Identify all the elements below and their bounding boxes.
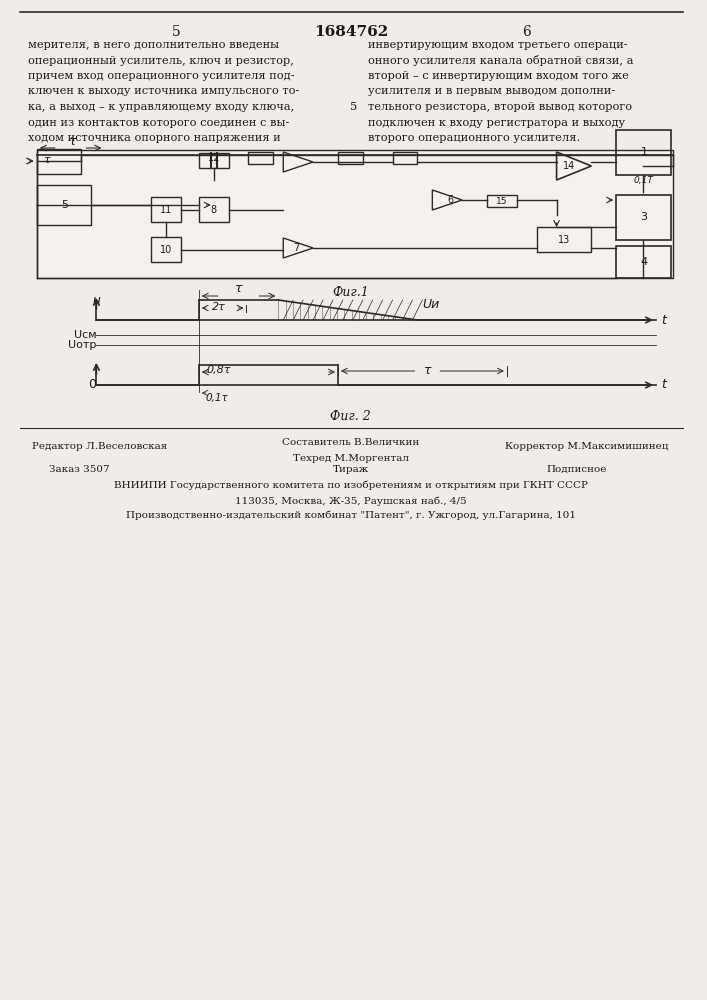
- Text: один из контактов которого соединен с вы-: один из контактов которого соединен с вы…: [28, 117, 289, 127]
- Polygon shape: [284, 152, 313, 172]
- Text: Uотр: Uотр: [68, 340, 96, 350]
- Text: 6: 6: [447, 195, 453, 205]
- Text: причем вход операционного усилителя под-: причем вход операционного усилителя под-: [28, 71, 294, 81]
- Text: 11: 11: [160, 205, 172, 215]
- Text: ка, а выход – к управляющему входу ключа,: ка, а выход – к управляющему входу ключа…: [28, 102, 294, 112]
- Text: 12: 12: [207, 153, 220, 163]
- Bar: [151, 237, 181, 262]
- Polygon shape: [433, 190, 462, 210]
- Text: τ: τ: [43, 155, 50, 165]
- Text: Uи: Uи: [422, 298, 440, 312]
- Text: Заказ 3507: Заказ 3507: [49, 465, 110, 474]
- Text: 2τ: 2τ: [211, 302, 226, 312]
- Bar: [617, 246, 671, 278]
- Text: 1: 1: [641, 147, 648, 157]
- Text: 5: 5: [61, 200, 68, 210]
- Bar: [199, 197, 228, 222]
- Text: Тираж: Тираж: [333, 465, 369, 474]
- Text: 7: 7: [293, 243, 299, 253]
- Text: 0: 0: [88, 378, 96, 391]
- Text: t: t: [661, 314, 666, 326]
- Text: Корректор М.Максимишинец: Корректор М.Максимишинец: [505, 442, 668, 451]
- Text: 1684762: 1684762: [314, 25, 388, 39]
- Text: операционный усилитель, ключ и резистор,: операционный усилитель, ключ и резистор,: [28, 55, 293, 66]
- Text: Редактор Л.Веселовская: Редактор Л.Веселовская: [32, 442, 167, 451]
- Text: 4: 4: [641, 257, 648, 267]
- Bar: [392, 152, 417, 164]
- Bar: [37, 149, 81, 174]
- Text: Подписное: Подписное: [547, 465, 607, 474]
- Bar: [487, 195, 517, 207]
- Text: Uсм: Uсм: [74, 330, 96, 340]
- Text: второй – с инвертирующим входом того же: второй – с инвертирующим входом того же: [368, 71, 629, 81]
- Text: второго операционного усилителя.: второго операционного усилителя.: [368, 133, 580, 143]
- Text: инвертирующим входом третьего операци-: инвертирующим входом третьего операци-: [368, 40, 627, 50]
- Bar: [617, 130, 671, 175]
- Text: 5: 5: [172, 25, 180, 39]
- Text: 0,8τ: 0,8τ: [206, 365, 231, 375]
- Text: 6: 6: [522, 25, 531, 39]
- Text: τ: τ: [235, 282, 243, 295]
- Text: 0,1Т: 0,1Т: [633, 176, 653, 184]
- Text: 8: 8: [211, 205, 217, 215]
- Text: усилителя и в первым выводом дополни-: усилителя и в первым выводом дополни-: [368, 87, 615, 97]
- Bar: [37, 185, 91, 225]
- Bar: [338, 152, 363, 164]
- Text: u: u: [93, 294, 100, 306]
- Text: подключен к входу регистратора и выходу: подключен к входу регистратора и выходу: [368, 117, 625, 127]
- Text: ВНИИПИ Государственного комитета по изобретениям и открытиям при ГКНТ СССР: ВНИИПИ Государственного комитета по изоб…: [114, 481, 588, 490]
- Text: тельного резистора, второй вывод которого: тельного резистора, второй вывод которог…: [368, 102, 632, 112]
- Text: 5: 5: [350, 102, 357, 112]
- Bar: [199, 153, 228, 168]
- Bar: [617, 195, 671, 240]
- Text: 13: 13: [559, 235, 571, 245]
- Polygon shape: [284, 238, 313, 258]
- Text: ходом источника опорного напряжения и: ходом источника опорного напряжения и: [28, 133, 281, 143]
- Text: τ: τ: [69, 135, 76, 148]
- Text: 113035, Москва, Ж-35, Раушская наб., 4/5: 113035, Москва, Ж-35, Раушская наб., 4/5: [235, 496, 467, 506]
- Text: 0,1τ: 0,1τ: [205, 393, 228, 403]
- Text: мерителя, в него дополнительно введены: мерителя, в него дополнительно введены: [28, 40, 279, 50]
- Text: Техред М.Моргентал: Техред М.Моргентал: [293, 454, 409, 463]
- Text: t: t: [661, 378, 666, 391]
- Bar: [37, 150, 673, 278]
- Text: 15: 15: [496, 196, 508, 206]
- Text: онного усилителя канала обратной связи, а: онного усилителя канала обратной связи, …: [368, 55, 633, 66]
- Text: 14: 14: [563, 161, 575, 171]
- Bar: [537, 227, 591, 252]
- Text: 10: 10: [160, 245, 172, 255]
- Text: τ: τ: [423, 363, 431, 376]
- Text: 3: 3: [641, 212, 648, 222]
- Polygon shape: [556, 152, 591, 180]
- Text: Составитель В.Величкин: Составитель В.Величкин: [282, 438, 419, 447]
- Bar: [151, 197, 181, 222]
- Text: Фиг.1: Фиг.1: [332, 286, 369, 299]
- Text: ключен к выходу источника импульсного то-: ключен к выходу источника импульсного то…: [28, 87, 299, 97]
- Bar: [248, 152, 274, 164]
- Text: Фиг. 2: Фиг. 2: [330, 410, 371, 423]
- Text: Производственно-издательский комбинат "Патент", г. Ужгород, ул.Гагарина, 101: Производственно-издательский комбинат "П…: [126, 511, 575, 520]
